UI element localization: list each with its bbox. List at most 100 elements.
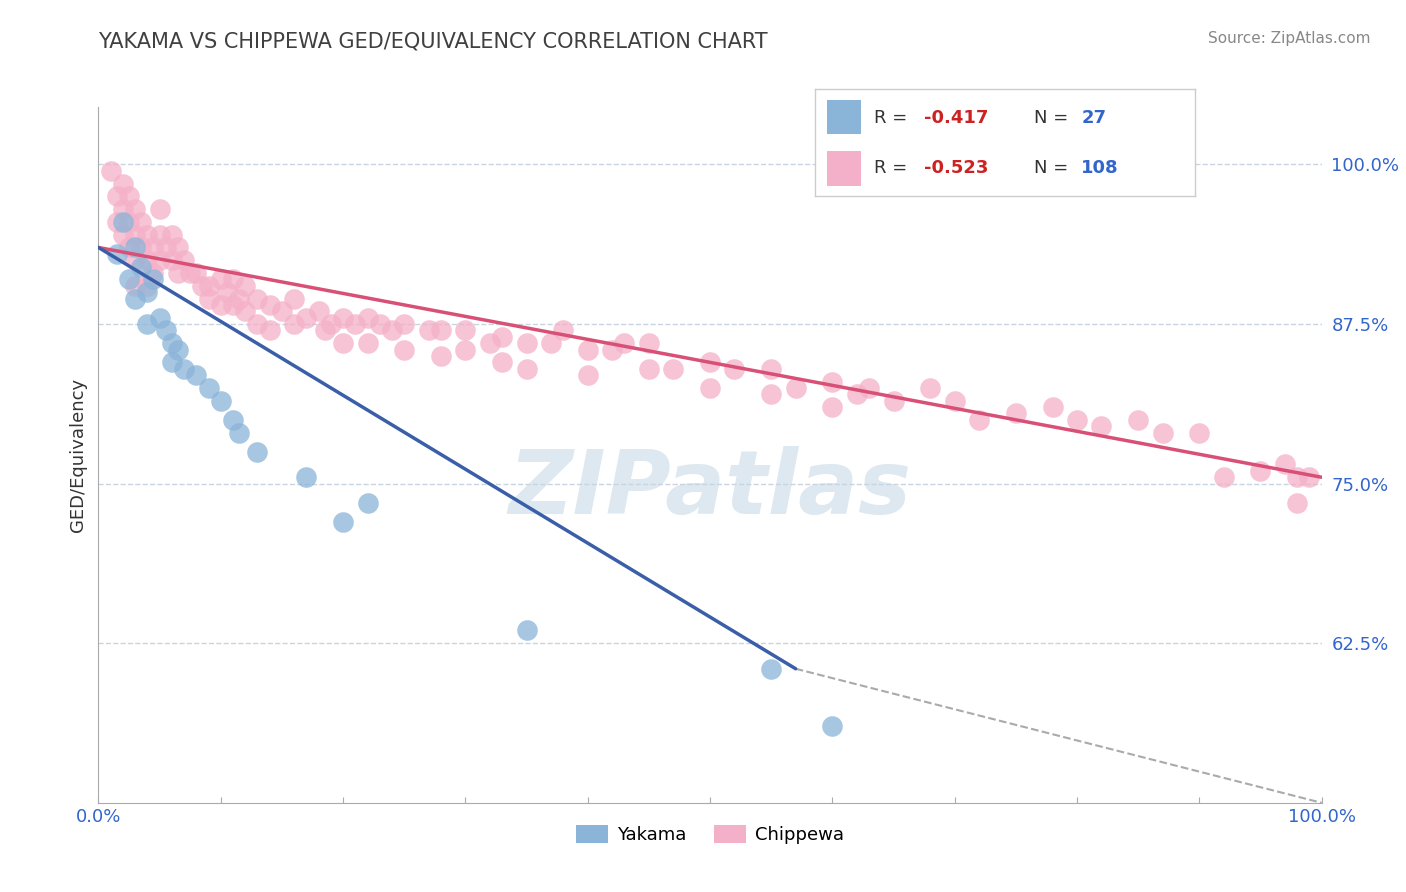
Point [295, 310, 318, 325]
Point [124, 227, 146, 242]
Point [124, 240, 146, 254]
Point [118, 240, 141, 254]
Point [149, 227, 172, 242]
Point [943, 393, 966, 408]
Point [332, 336, 354, 351]
Text: R =: R = [875, 109, 914, 127]
Point [319, 317, 342, 331]
Point [553, 323, 575, 337]
Point [1090, 419, 1112, 434]
Point [129, 215, 152, 229]
Point [858, 381, 880, 395]
Point [111, 177, 134, 191]
Point [1042, 400, 1064, 414]
Point [1128, 413, 1150, 427]
Text: ZIPatlas: ZIPatlas [509, 446, 911, 533]
Point [454, 343, 477, 357]
Point [883, 393, 905, 408]
Point [821, 719, 844, 733]
Point [1298, 470, 1320, 484]
Point [761, 361, 783, 376]
Point [149, 253, 172, 268]
Point [186, 368, 208, 383]
Point [197, 278, 219, 293]
Point [111, 227, 134, 242]
Point [1004, 406, 1026, 420]
Legend: Yakama, Chippewa: Yakama, Chippewa [567, 815, 853, 853]
Text: R =: R = [875, 160, 914, 178]
Point [155, 323, 177, 337]
Point [100, 164, 122, 178]
Point [167, 240, 190, 254]
Point [515, 624, 537, 638]
Point [136, 285, 159, 300]
Text: 108: 108 [1081, 160, 1119, 178]
Point [124, 292, 146, 306]
Point [124, 278, 146, 293]
Point [136, 227, 159, 242]
Point [381, 323, 404, 337]
Point [662, 361, 685, 376]
Point [270, 304, 294, 318]
Point [222, 272, 245, 286]
Point [761, 662, 783, 676]
Point [920, 381, 942, 395]
Point [967, 413, 990, 427]
Point [761, 387, 783, 401]
Point [356, 496, 378, 510]
Point [136, 253, 159, 268]
Point [111, 215, 134, 229]
Point [430, 349, 453, 363]
Point [246, 292, 269, 306]
Point [155, 240, 177, 254]
Point [821, 400, 844, 414]
Point [149, 310, 172, 325]
Y-axis label: GED/Equivalency: GED/Equivalency [69, 378, 87, 532]
Bar [827, 100, 860, 134]
Point [392, 317, 416, 331]
Point [723, 361, 745, 376]
Point [160, 227, 183, 242]
Point [246, 444, 269, 458]
Point [118, 215, 141, 229]
Point [124, 202, 146, 216]
Point [246, 317, 269, 331]
Point [454, 323, 477, 337]
Point [259, 323, 281, 337]
Point [191, 278, 214, 293]
Point [332, 310, 354, 325]
Point [118, 272, 141, 286]
Point [136, 278, 159, 293]
Point [344, 317, 367, 331]
Point [1286, 496, 1309, 510]
Point [209, 272, 232, 286]
Point [197, 292, 219, 306]
Point [491, 330, 513, 344]
Point [160, 253, 183, 268]
Text: 27: 27 [1081, 109, 1107, 127]
Point [209, 393, 232, 408]
Point [1274, 458, 1296, 472]
Point [821, 375, 844, 389]
Point [179, 266, 201, 280]
Point [418, 323, 440, 337]
Text: -0.417: -0.417 [924, 109, 988, 127]
Point [105, 247, 128, 261]
Point [124, 253, 146, 268]
Point [222, 413, 245, 427]
Point [259, 298, 281, 312]
Point [356, 310, 378, 325]
Point [129, 240, 152, 254]
Point [540, 336, 562, 351]
Point [186, 266, 208, 280]
Point [699, 355, 721, 369]
Point [111, 202, 134, 216]
Point [576, 368, 599, 383]
Point [233, 304, 256, 318]
Point [637, 361, 661, 376]
Point [118, 189, 141, 203]
Point [142, 240, 165, 254]
Point [228, 425, 250, 440]
Point [314, 323, 336, 337]
Text: N =: N = [1033, 160, 1074, 178]
